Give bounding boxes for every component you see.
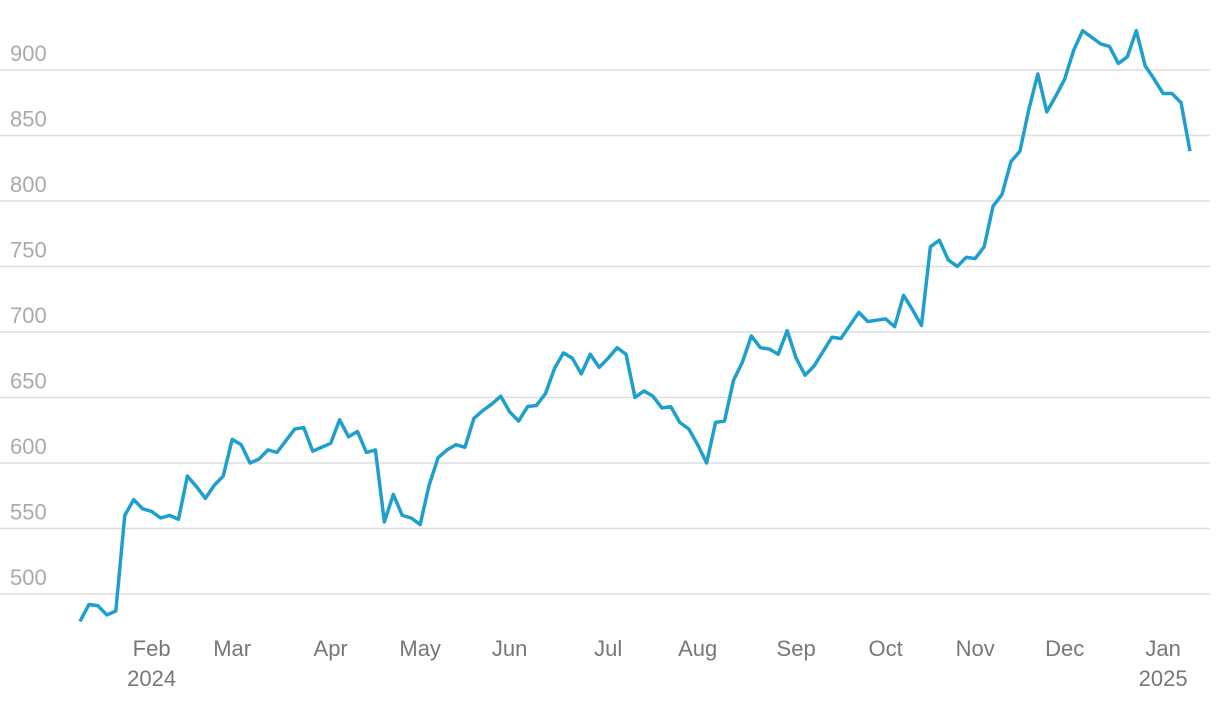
x-tick-label: May <box>399 636 441 661</box>
x-tick-label: Jan 2025 <box>1139 636 1188 691</box>
y-tick-label: 550 <box>10 499 47 524</box>
y-tick-label: 500 <box>10 565 47 590</box>
x-tick-label: Aug <box>678 636 717 661</box>
x-tick-label: Feb 2024 <box>127 636 176 691</box>
y-tick-label: 600 <box>10 434 47 459</box>
y-tick-label: 750 <box>10 237 47 262</box>
x-tick-label: Nov <box>956 636 995 661</box>
y-tick-label: 700 <box>10 303 47 328</box>
x-tick-label: Apr <box>314 636 348 661</box>
x-tick-label: Jul <box>594 636 622 661</box>
y-tick-label: 650 <box>10 368 47 393</box>
x-tick-label: Jun <box>492 636 527 661</box>
y-tick-label: 800 <box>10 172 47 197</box>
x-tick-label: Sep <box>777 636 816 661</box>
y-tick-label: 900 <box>10 41 47 66</box>
x-tick-label: Oct <box>869 636 903 661</box>
y-tick-label: 850 <box>10 106 47 131</box>
x-tick-label: Mar <box>213 636 251 661</box>
x-tick-label: Dec <box>1045 636 1084 661</box>
price-line <box>78 28 1192 623</box>
